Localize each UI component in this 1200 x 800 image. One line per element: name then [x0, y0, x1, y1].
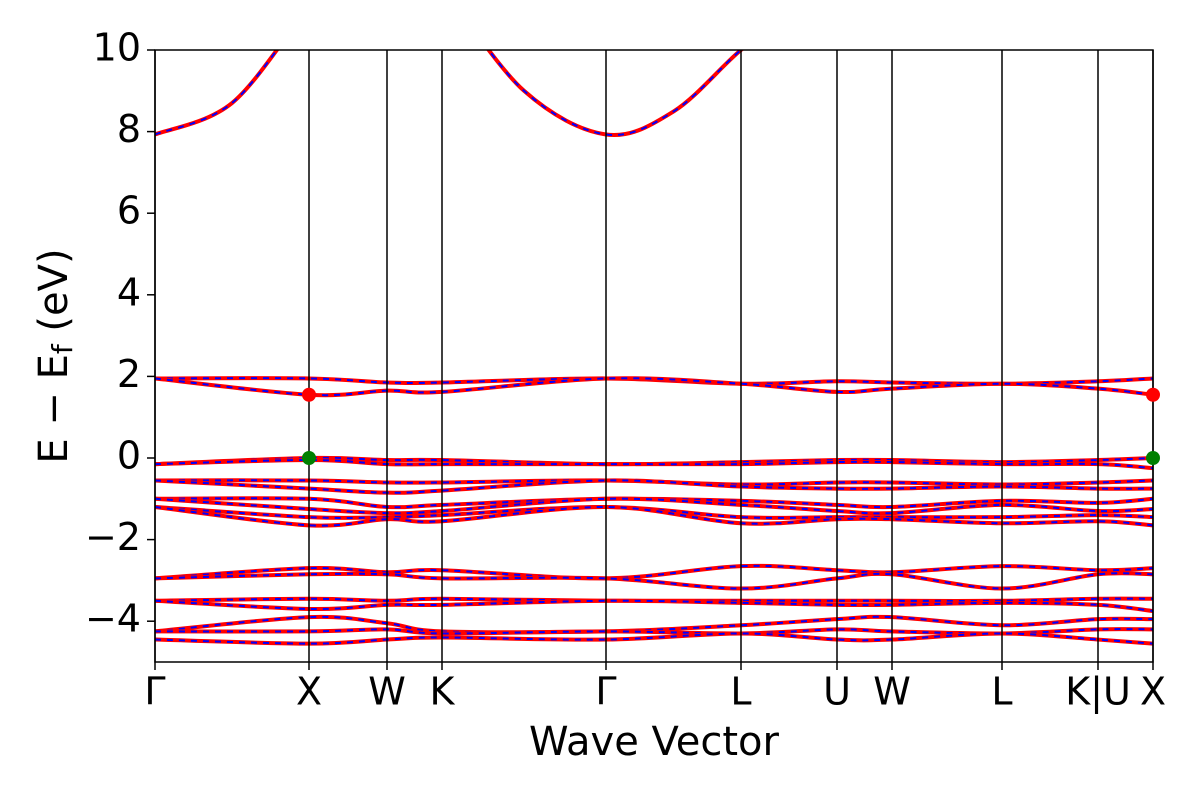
band-line — [155, 50, 745, 138]
y-label-sub: f — [46, 343, 79, 354]
x-tick-label: W — [368, 670, 406, 714]
y-label-part: (eV) — [31, 248, 77, 344]
x-tick-label: Γ — [144, 670, 165, 714]
x-tick-label: X — [1140, 670, 1166, 714]
y-tick-label: 8 — [117, 107, 141, 151]
x-tick-label: K|U — [1065, 670, 1131, 715]
band-line-overlay — [155, 497, 1153, 515]
y-tick-label: 6 — [117, 189, 141, 233]
y-tick-label: 0 — [117, 434, 141, 478]
x-tick-label: Γ — [595, 670, 616, 714]
y-tick-label: −2 — [85, 515, 141, 559]
x-tick-label: U — [823, 670, 851, 714]
y-axis-label: E − Ef (eV) — [31, 248, 79, 463]
band-line-overlay — [155, 632, 1153, 645]
band-line-overlay — [155, 599, 1153, 612]
band-line-overlay — [155, 615, 1153, 634]
extremum-marker — [302, 451, 316, 465]
band-line-overlay — [155, 497, 1153, 509]
band-line — [155, 631, 1153, 646]
band-line-overlay — [155, 505, 1153, 519]
x-tick-label: L — [730, 670, 751, 714]
y-tick-label: 2 — [117, 352, 141, 396]
plot-area — [155, 50, 1153, 646]
x-tick-label: W — [873, 670, 911, 714]
y-tick-label: −4 — [85, 597, 141, 641]
x-axis-label: Wave Vector — [529, 719, 780, 765]
x-tick-label: K — [430, 670, 456, 714]
band-line-overlay — [155, 479, 1153, 494]
y-tick-label: 4 — [117, 270, 141, 314]
x-tick-label: L — [991, 670, 1012, 714]
band-line-overlay — [155, 377, 1153, 397]
band-line-overlay — [155, 572, 1153, 590]
band-line-overlay — [155, 459, 1153, 470]
y-tick-label: 10 — [93, 26, 141, 70]
band-line-overlay — [155, 50, 743, 137]
extremum-marker — [1146, 451, 1160, 465]
y-label-part: E − E — [31, 354, 77, 464]
extremum-marker — [1146, 387, 1160, 402]
extremum-marker — [302, 387, 316, 402]
band-line-overlay — [155, 564, 1153, 580]
band-line-overlay — [155, 505, 1153, 527]
x-tick-label: X — [296, 670, 322, 714]
